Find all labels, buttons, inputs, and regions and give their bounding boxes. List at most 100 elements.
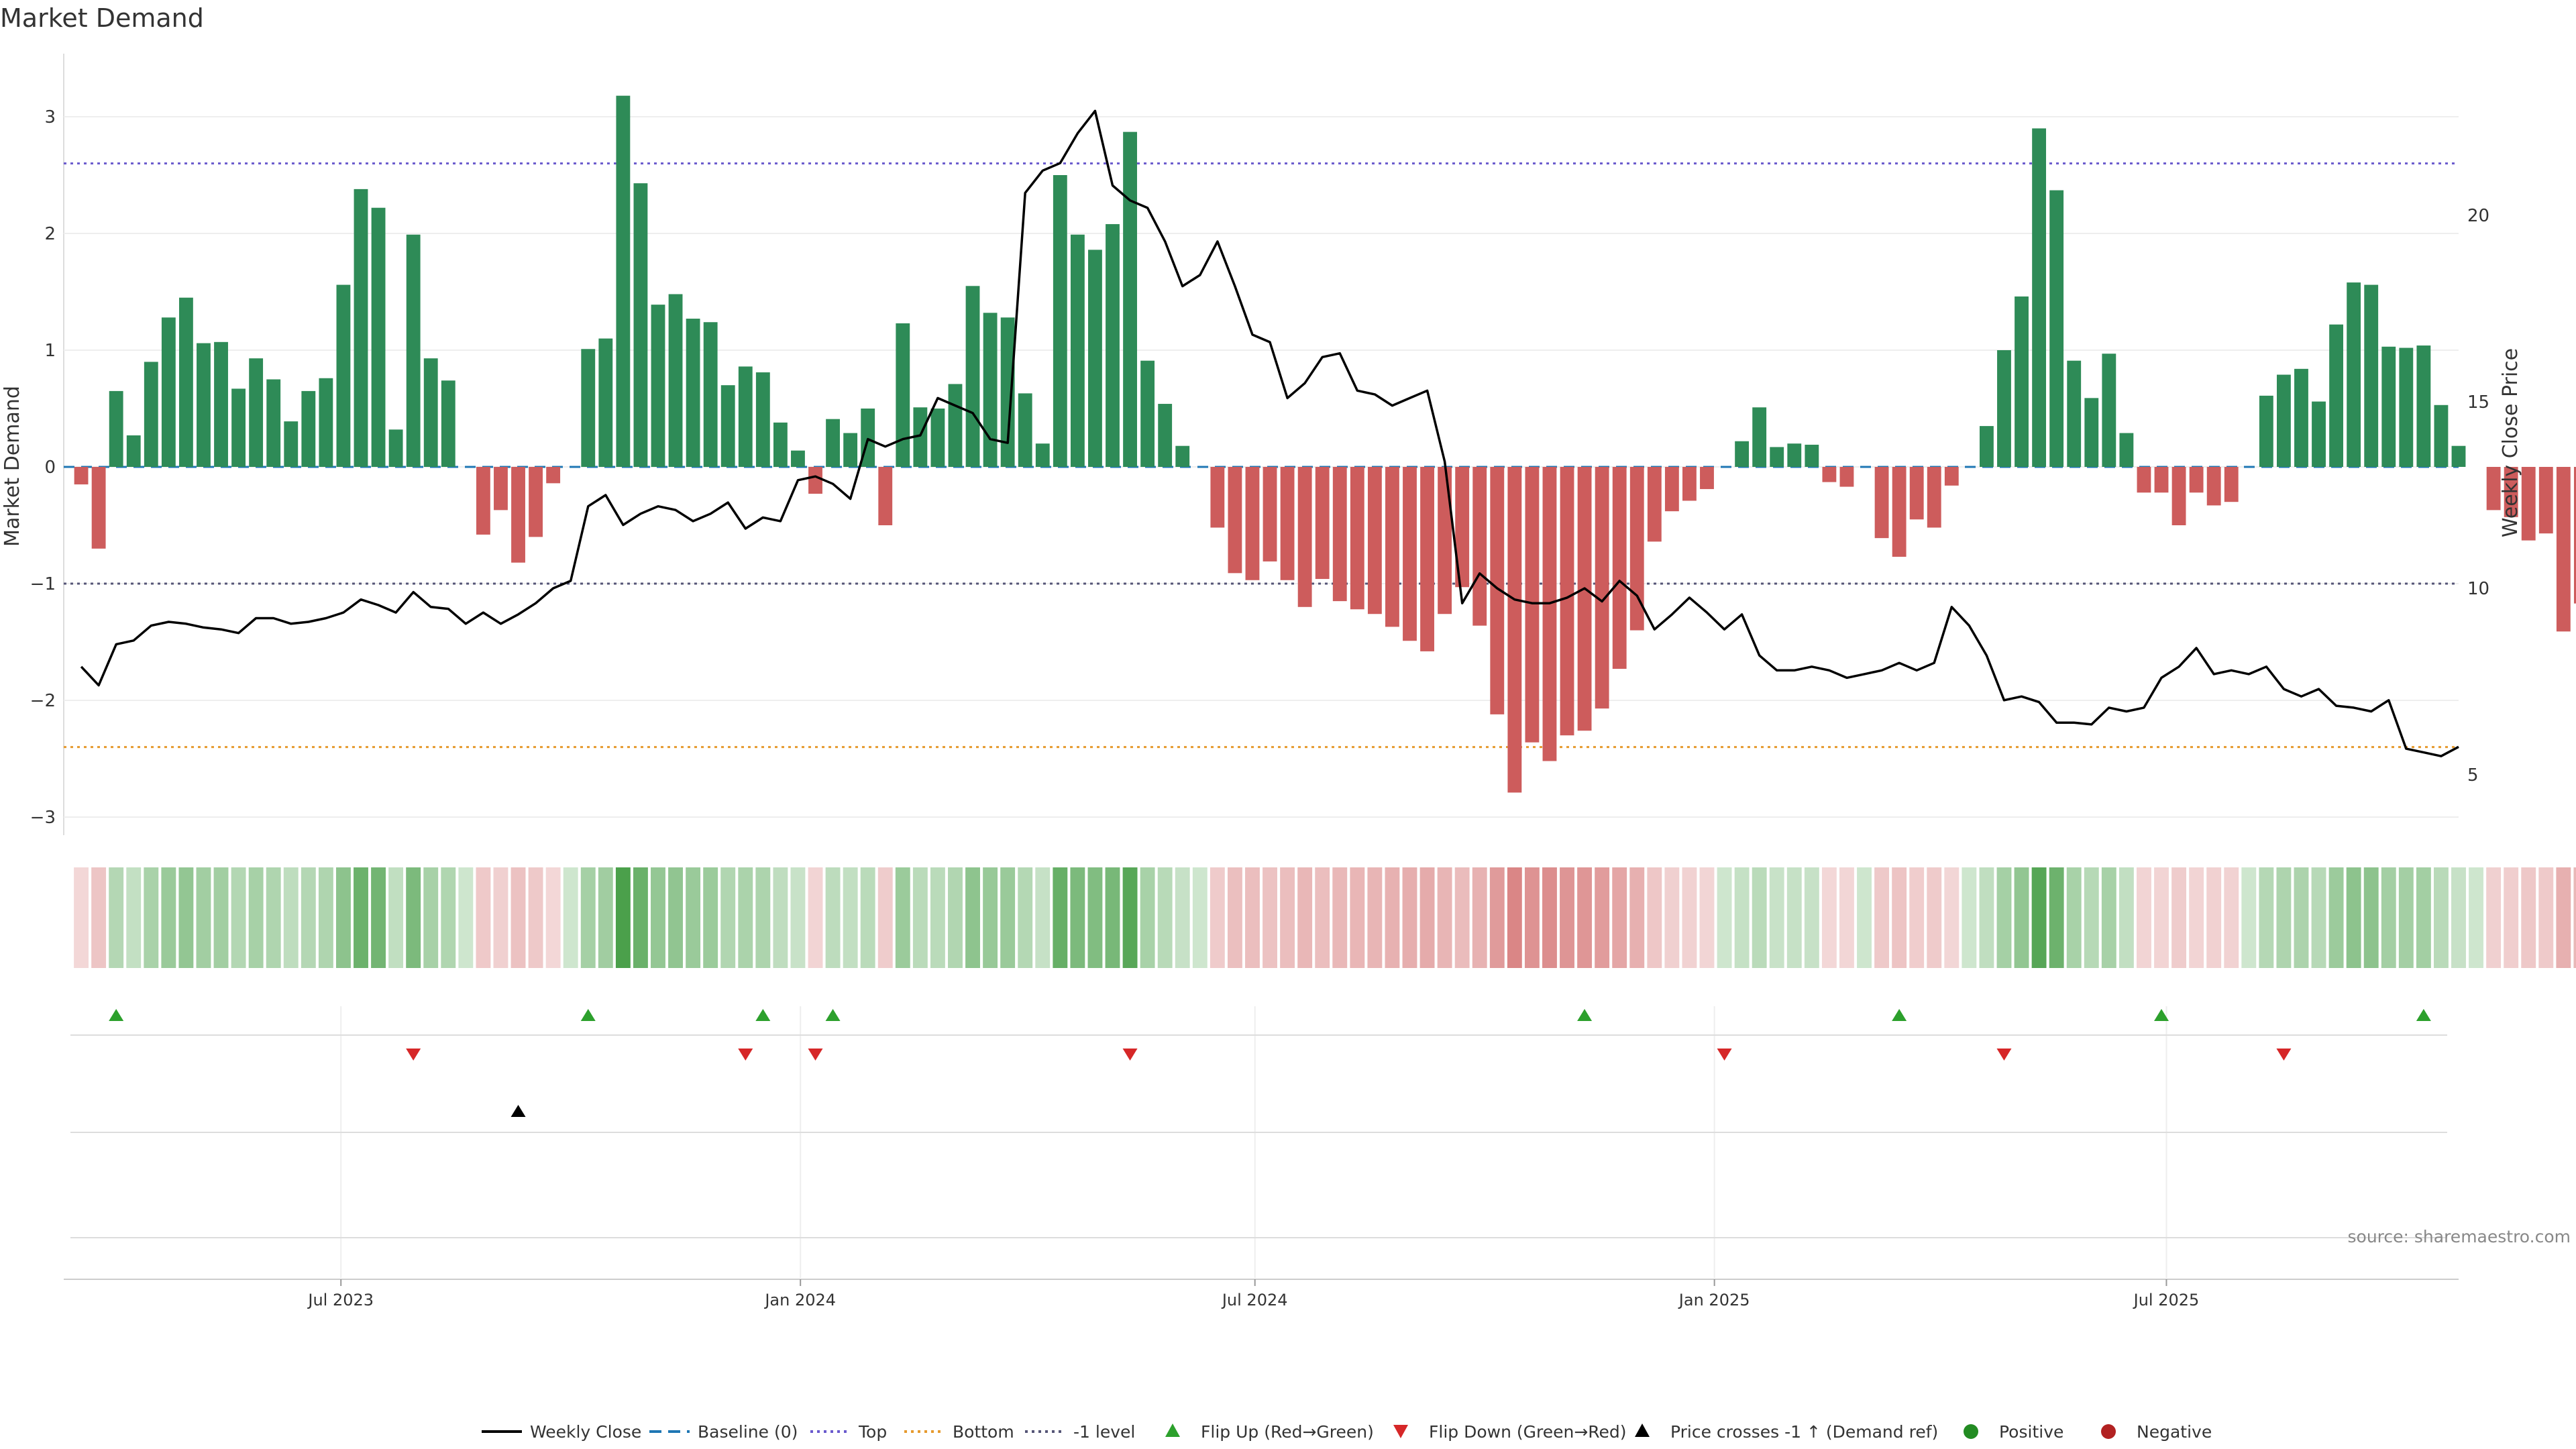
demand-bar: [178, 297, 193, 467]
strip-cell: [2521, 867, 2536, 968]
strip-cell: [2381, 867, 2396, 968]
strip-cell: [895, 867, 910, 968]
demand-bar: [109, 390, 123, 467]
demand-bar: [668, 294, 683, 467]
demand-bar: [616, 95, 631, 467]
demand-bar: [2206, 467, 2221, 506]
strip-cell: [1489, 867, 1505, 968]
demand-bar: [2556, 467, 2571, 632]
demand-bar: [1350, 467, 1364, 610]
flip-up-marker: [825, 1009, 841, 1021]
strip-cell: [91, 867, 107, 968]
strip-cell: [877, 867, 893, 968]
strip-cell: [1053, 867, 1068, 968]
strip-cell: [1996, 867, 2012, 968]
demand-bar: [773, 422, 788, 467]
demand-bar: [2573, 467, 2576, 604]
strip-cell: [74, 867, 89, 968]
strip-cell: [2066, 867, 2082, 968]
strip-cell: [598, 867, 613, 968]
strip-cell: [703, 867, 718, 968]
strip-cell: [755, 867, 771, 968]
strip-cell: [1263, 867, 1277, 968]
strip-cell: [2118, 867, 2134, 968]
demand-bar: [529, 467, 543, 537]
strip-cell: [1664, 867, 1680, 968]
demand-bar: [2451, 445, 2466, 467]
strip-cell: [2451, 867, 2466, 968]
demand-bar: [1018, 393, 1032, 467]
strip-cell: [808, 867, 823, 968]
demand-bar: [406, 234, 421, 467]
strip-cell: [1437, 867, 1452, 968]
strip-cell: [825, 867, 841, 968]
strip-cell: [2398, 867, 2414, 968]
demand-bar: [598, 338, 613, 467]
legend-label: Top: [858, 1422, 887, 1442]
strip-cell: [178, 867, 194, 968]
strip-cell: [1612, 867, 1627, 968]
demand-bar: [2154, 467, 2169, 493]
demand-bar: [930, 409, 945, 467]
demand-bar: [1787, 443, 1802, 467]
demand-bar: [651, 305, 665, 467]
demand-bar: [2137, 467, 2151, 493]
strip-cell: [2241, 867, 2257, 968]
demand-bar: [2067, 360, 2082, 467]
heat-strip: [74, 867, 2576, 968]
strip-cell: [1087, 867, 1103, 968]
legend-swatch: [1165, 1424, 1180, 1437]
strip-cell: [912, 867, 928, 968]
strip-cell: [371, 867, 386, 968]
strip-cell: [773, 867, 788, 968]
demand-bar: [1420, 467, 1434, 651]
flip-down-marker: [1717, 1049, 1732, 1061]
y-tick-label: 2: [44, 224, 56, 244]
strip-cell: [1332, 867, 1348, 968]
demand-bar: [197, 343, 211, 467]
demand-bar: [1577, 467, 1592, 731]
strip-cell: [354, 867, 368, 968]
y-axis-label: Market Demand: [1, 386, 24, 547]
strip-cell: [1699, 867, 1715, 968]
strip-cell: [1629, 867, 1645, 968]
strip-cell: [738, 867, 753, 968]
strip-cell: [2084, 867, 2099, 968]
y-tick-label: −1: [30, 574, 56, 594]
legend-label: Negative: [2137, 1422, 2212, 1442]
flip-up-marker: [1577, 1009, 1593, 1021]
demand-bar: [319, 378, 333, 467]
strip-cell: [2224, 867, 2239, 968]
strip-cell: [2363, 867, 2379, 968]
demand-bar: [703, 322, 718, 467]
flip-up-marker: [2154, 1009, 2169, 1021]
demand-bar: [948, 384, 963, 467]
demand-bar: [1472, 467, 1487, 626]
strip-cell: [318, 867, 333, 968]
strip-cell: [511, 867, 526, 968]
strip-cell: [248, 867, 264, 968]
strip-cell: [1682, 867, 1697, 968]
demand-bar: [1210, 467, 1225, 528]
y-tick-label: −3: [30, 808, 56, 828]
demand-bar: [1280, 467, 1295, 580]
flip-down-marker: [808, 1049, 823, 1061]
strip-cell: [1419, 867, 1435, 968]
strip-cell: [790, 867, 806, 968]
demand-bar: [2538, 467, 2553, 534]
demand-bar: [388, 429, 403, 467]
demand-bars: [74, 95, 2576, 793]
demand-bar: [913, 407, 928, 467]
strip-cell: [126, 867, 142, 968]
demand-bar: [1123, 131, 1137, 467]
demand-bar: [126, 435, 141, 467]
source-note: source: sharemaestro.com: [2348, 1227, 2571, 1246]
demand-bar: [2224, 467, 2239, 502]
y-tick-label: 0: [44, 458, 56, 478]
strip-cell: [633, 867, 648, 968]
demand-bar: [1560, 467, 1574, 736]
demand-bar: [686, 319, 700, 467]
demand-bar: [1735, 441, 1750, 467]
y2-axis-label: Weekly Close Price: [2499, 348, 2522, 537]
demand-bar: [843, 433, 858, 467]
